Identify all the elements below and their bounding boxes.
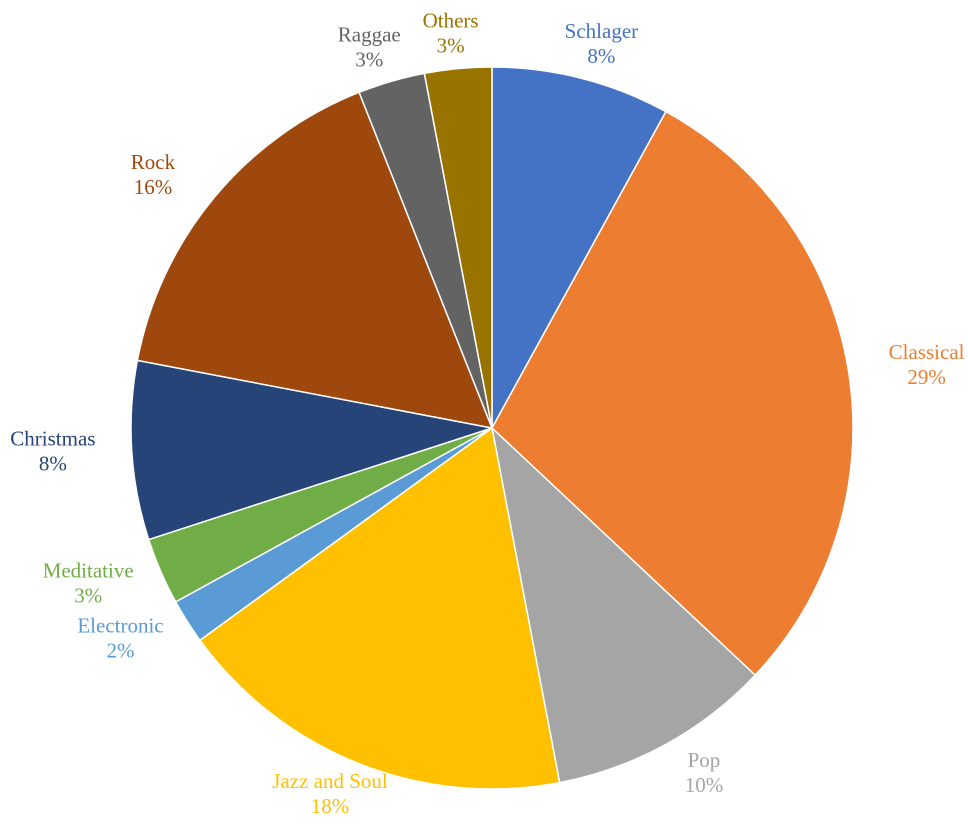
slice-label: Schlager xyxy=(565,19,638,43)
slice-value-label: 29% xyxy=(907,365,946,389)
slice-label: Rock xyxy=(131,150,176,174)
slice-value-label: 3% xyxy=(355,47,383,71)
slice-label: Pop xyxy=(688,748,721,772)
pie-slice xyxy=(136,91,494,429)
pie-slice xyxy=(423,66,493,429)
slice-label: Jazz and Soul xyxy=(272,769,388,793)
slice-value-label: 8% xyxy=(587,44,615,68)
slice-label: Christmas xyxy=(10,427,95,451)
slice-label: Others xyxy=(423,9,479,33)
slice-label: Meditative xyxy=(43,559,134,583)
slice-value-label: 2% xyxy=(106,638,134,662)
slice-label: Classical xyxy=(889,340,965,364)
slice-value-label: 3% xyxy=(74,584,102,608)
pie-slice xyxy=(491,66,667,429)
pie-slice xyxy=(198,426,561,790)
slice-value-label: 10% xyxy=(685,773,724,797)
slice-value-label: 3% xyxy=(437,34,465,58)
slice-label: Electronic xyxy=(77,613,163,637)
pie-slice xyxy=(490,425,757,784)
slice-label: Raggae xyxy=(338,22,401,46)
pie-slice xyxy=(130,359,493,541)
slice-value-label: 8% xyxy=(39,452,67,476)
slice-value-label: 18% xyxy=(311,794,350,818)
pie-slice xyxy=(491,110,854,677)
slice-value-label: 16% xyxy=(134,175,173,199)
